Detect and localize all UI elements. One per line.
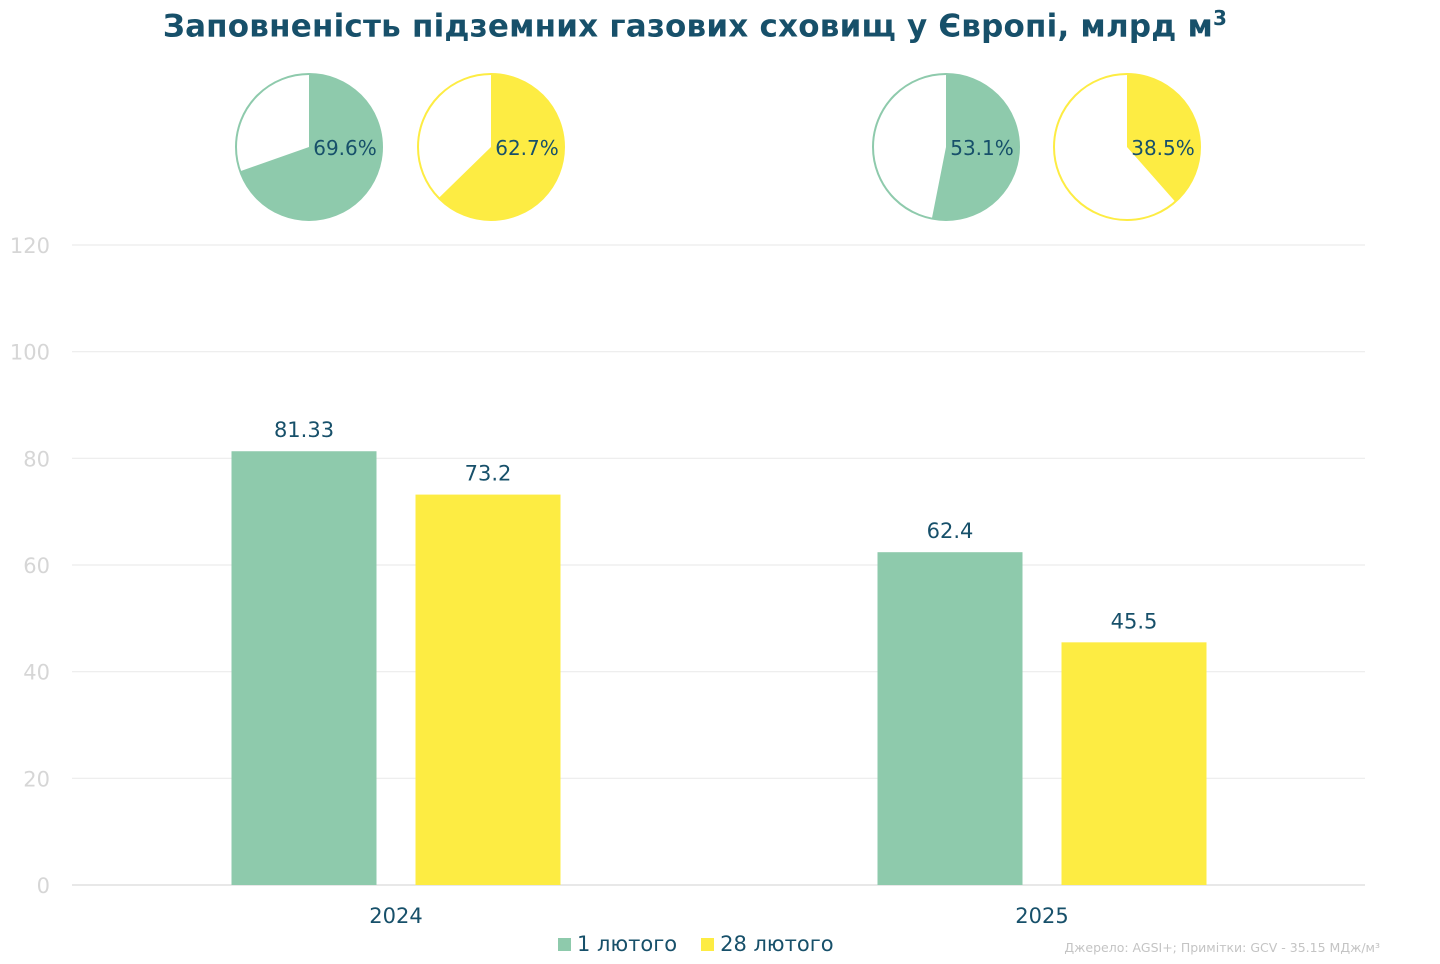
pie-slice-2025-series-2: [1127, 74, 1201, 202]
y-tick-label-100: 100: [10, 341, 50, 365]
chart-title-text: Заповненість підземних газових сховищ у …: [162, 8, 1214, 45]
legend-label-series-1: 1 лютого: [577, 932, 678, 956]
bar-2024-series-1: [231, 451, 377, 885]
x-tick-label-2024: 2024: [369, 904, 422, 928]
x-tick-label-2025: 2025: [1015, 904, 1068, 928]
data-label-2024-series-1: 81.33: [274, 418, 334, 442]
legend-swatch-series-1: [558, 937, 571, 951]
pie-label-2025-series-1: 53.1%: [950, 136, 1014, 160]
bar-2025-series-2: [1061, 642, 1207, 885]
pie-slice-2025-series-1: [931, 74, 1019, 220]
legend-swatch-series-2: [701, 937, 715, 951]
chart-title-superscript: 3: [1213, 6, 1228, 30]
chart-legend: 1 лютого 28 лютого: [558, 932, 858, 956]
data-label-2024-series-2: 73.2: [465, 462, 512, 486]
y-tick-label-120: 120: [10, 234, 50, 258]
data-label-2025-series-2: 45.5: [1111, 609, 1158, 633]
legend-item-series-1: 1 лютого: [558, 932, 677, 956]
legend-label-series-2: 28 лютого: [720, 932, 834, 956]
bar-2024-series-2: [415, 494, 561, 885]
pie-slice-2024-series-2: [438, 74, 564, 220]
y-tick-label-0: 0: [37, 874, 50, 898]
source-note: Джерело: AGSI+; Примітки: GCV - 35.15 МД…: [1064, 940, 1380, 955]
pie-label-2024-series-1: 69.6%: [313, 136, 377, 160]
pie-label-2025-series-2: 38.5%: [1131, 136, 1195, 160]
legend-item-series-2: 28 лютого: [701, 932, 834, 956]
bar-2025-series-1: [877, 552, 1023, 885]
y-tick-label-40: 40: [23, 661, 50, 685]
y-tick-label-20: 20: [23, 767, 50, 791]
y-tick-label-80: 80: [23, 447, 50, 471]
pie-slice-2024-series-1: [240, 74, 382, 220]
chart-title: Заповненість підземних газових сховищ у …: [0, 6, 1390, 44]
pie-label-2024-series-2: 62.7%: [495, 136, 559, 160]
data-label-2025-series-1: 62.4: [927, 519, 974, 543]
y-tick-label-60: 60: [23, 554, 50, 578]
